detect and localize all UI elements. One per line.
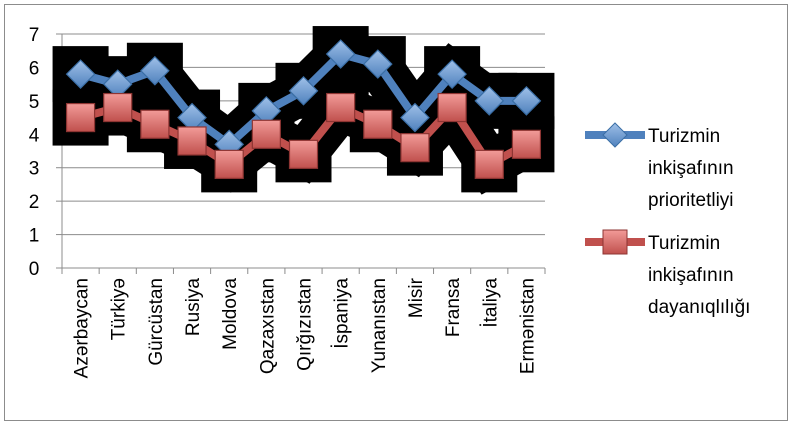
- x-tick-label: İtaliya: [480, 278, 501, 328]
- data-point-square: [400, 133, 430, 163]
- legend-label: dayanıqlılığı: [648, 297, 750, 318]
- legend-marker-diamond: [602, 122, 628, 148]
- legend-label: Turizmin: [648, 126, 720, 147]
- x-tick-label: Qırğızıstan: [295, 278, 316, 371]
- data-point-diamond: [140, 55, 170, 86]
- legend-marker-square: [602, 229, 628, 255]
- data-point-square: [511, 129, 542, 159]
- data-point-diamond: [325, 39, 356, 69]
- data-point-diamond: [65, 59, 96, 89]
- data-point-diamond: [437, 59, 467, 89]
- data-point-square: [140, 109, 170, 139]
- data-point-diamond: [288, 75, 319, 106]
- x-tick-label: Azərbaycan: [72, 278, 93, 378]
- y-tick-label: 5: [29, 92, 40, 113]
- x-tick-label: İspaniya: [332, 278, 353, 349]
- data-point-diamond: [400, 102, 430, 133]
- x-tick-label: Fransa: [443, 278, 464, 338]
- y-tick-label: 6: [29, 58, 40, 79]
- data-point-diamond: [362, 49, 393, 79]
- data-point-square: [288, 139, 319, 169]
- x-tick-label: Gürcüstan: [146, 278, 167, 366]
- x-tick-label: Moldova: [220, 278, 241, 350]
- legend-label: inkişafının: [648, 158, 734, 179]
- y-tick-label: 4: [29, 125, 40, 146]
- data-point-square: [326, 92, 356, 123]
- data-point-square: [65, 102, 96, 133]
- legend: Turizmin inkişafının prioritetliyi Turizmin…: [585, 122, 750, 318]
- data-point-square: [214, 149, 244, 179]
- legend-label: inkişafının: [648, 265, 734, 286]
- legend-label: Turizmin: [648, 233, 720, 254]
- x-tick-label: Misir: [406, 277, 427, 318]
- data-point-diamond: [511, 86, 542, 116]
- data-point-square: [103, 92, 133, 123]
- data-point-square: [363, 109, 393, 139]
- x-tick-label: Qazaxıstan: [257, 278, 278, 374]
- x-tick-label: Yunanıstan: [369, 278, 390, 373]
- x-tick-label: Türkiyə: [109, 278, 130, 340]
- data-point-diamond: [474, 86, 505, 116]
- series-layer: [52, 26, 555, 195]
- y-tick-label: 1: [29, 226, 40, 247]
- x-tick-label: Rusiya: [183, 278, 204, 337]
- data-point-square: [251, 119, 281, 149]
- data-point-square: [474, 149, 504, 179]
- legend-label: prioritetliyi: [648, 190, 734, 211]
- y-tick-label: 0: [29, 259, 40, 280]
- x-tick-label: Ermənistan: [517, 278, 538, 374]
- y-tick-label: 7: [29, 25, 40, 46]
- data-point-square: [437, 92, 467, 123]
- axis-layer: 0 1 2 3 4 5 6 7 Azərbaycan Türkiyə Gürcüstan Rusiya…: [29, 25, 546, 378]
- y-tick-label: 3: [29, 159, 40, 180]
- y-tick-label: 2: [29, 192, 40, 213]
- data-point-square: [177, 126, 207, 156]
